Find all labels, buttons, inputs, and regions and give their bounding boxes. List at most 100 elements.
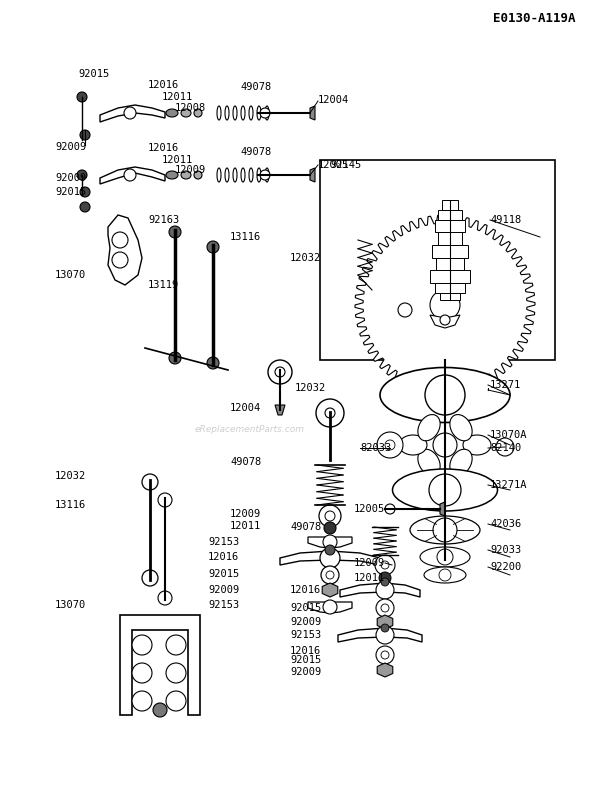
- Polygon shape: [435, 283, 465, 293]
- Text: 92015: 92015: [290, 655, 321, 665]
- Ellipse shape: [225, 168, 229, 182]
- Text: 12009: 12009: [354, 558, 385, 568]
- Text: 12009: 12009: [230, 509, 261, 519]
- Polygon shape: [442, 200, 458, 210]
- Circle shape: [80, 130, 90, 140]
- Circle shape: [260, 108, 270, 118]
- Ellipse shape: [450, 449, 472, 475]
- Text: 49078: 49078: [290, 522, 321, 532]
- Polygon shape: [338, 628, 422, 642]
- Text: 82140: 82140: [490, 443, 521, 453]
- Text: 12004: 12004: [318, 95, 349, 105]
- Text: 92033: 92033: [490, 545, 521, 555]
- Ellipse shape: [249, 168, 253, 182]
- Text: 12011: 12011: [162, 92, 194, 102]
- Polygon shape: [435, 220, 465, 232]
- Circle shape: [320, 548, 340, 568]
- Text: 92015: 92015: [208, 569, 240, 579]
- Text: 49078: 49078: [240, 82, 271, 92]
- Circle shape: [77, 92, 87, 102]
- Circle shape: [80, 187, 90, 197]
- Ellipse shape: [233, 106, 237, 120]
- Circle shape: [169, 352, 181, 364]
- Polygon shape: [275, 405, 285, 415]
- Circle shape: [77, 170, 87, 180]
- Ellipse shape: [241, 106, 245, 120]
- Circle shape: [153, 703, 167, 717]
- Circle shape: [166, 663, 186, 683]
- Ellipse shape: [450, 415, 472, 441]
- Text: 12011: 12011: [354, 573, 385, 583]
- Circle shape: [385, 504, 395, 514]
- Circle shape: [124, 169, 136, 181]
- Text: 13070: 13070: [55, 270, 86, 280]
- Ellipse shape: [166, 109, 178, 117]
- Circle shape: [260, 170, 270, 180]
- Polygon shape: [100, 167, 165, 184]
- Text: 12011: 12011: [162, 155, 194, 165]
- Text: 13070: 13070: [55, 600, 86, 610]
- Text: 12016: 12016: [148, 143, 179, 153]
- Ellipse shape: [225, 106, 229, 120]
- Circle shape: [430, 290, 460, 320]
- Text: 92153: 92153: [290, 630, 321, 640]
- Text: 12009: 12009: [175, 165, 206, 175]
- Circle shape: [326, 571, 334, 579]
- Ellipse shape: [424, 567, 466, 583]
- Ellipse shape: [233, 168, 237, 182]
- Text: 49078: 49078: [240, 147, 271, 157]
- Text: 13116: 13116: [230, 232, 261, 242]
- Text: 12005: 12005: [318, 160, 349, 170]
- Circle shape: [324, 522, 336, 534]
- Polygon shape: [108, 215, 142, 285]
- Polygon shape: [430, 315, 460, 328]
- Circle shape: [377, 432, 403, 458]
- Circle shape: [166, 635, 186, 655]
- Circle shape: [323, 535, 337, 549]
- Text: 13119: 13119: [148, 280, 179, 290]
- Text: 12032: 12032: [55, 471, 86, 481]
- Ellipse shape: [265, 106, 269, 120]
- Circle shape: [381, 624, 389, 632]
- Circle shape: [429, 474, 461, 506]
- Circle shape: [381, 604, 389, 612]
- Ellipse shape: [217, 168, 221, 182]
- Text: 13271A: 13271A: [490, 480, 527, 490]
- Circle shape: [381, 578, 389, 586]
- Polygon shape: [310, 106, 315, 120]
- Circle shape: [275, 367, 285, 377]
- Text: 92015: 92015: [78, 69, 109, 79]
- Text: 92015: 92015: [55, 187, 86, 197]
- Circle shape: [325, 511, 335, 521]
- Text: 12016: 12016: [290, 646, 321, 656]
- Ellipse shape: [181, 171, 191, 179]
- Circle shape: [439, 569, 451, 581]
- Text: 12032: 12032: [295, 383, 326, 393]
- Circle shape: [166, 691, 186, 711]
- Text: 92145: 92145: [330, 160, 361, 170]
- Circle shape: [142, 570, 158, 586]
- Polygon shape: [377, 663, 393, 677]
- Polygon shape: [440, 502, 445, 516]
- Circle shape: [316, 399, 344, 427]
- Circle shape: [385, 440, 395, 450]
- Circle shape: [80, 202, 90, 212]
- Circle shape: [158, 493, 172, 507]
- Text: 92153: 92153: [208, 600, 240, 610]
- Circle shape: [379, 572, 391, 584]
- Polygon shape: [438, 232, 462, 245]
- Text: 92163: 92163: [148, 215, 179, 225]
- Circle shape: [268, 360, 292, 384]
- Circle shape: [132, 635, 152, 655]
- Text: 12016: 12016: [148, 80, 179, 90]
- Text: 92015: 92015: [290, 603, 321, 613]
- Text: 92009: 92009: [55, 173, 86, 183]
- Circle shape: [375, 555, 395, 575]
- Circle shape: [323, 600, 337, 614]
- Ellipse shape: [257, 168, 261, 182]
- Text: 92153: 92153: [208, 537, 240, 547]
- Text: 13271: 13271: [490, 380, 521, 390]
- Text: 13070A: 13070A: [490, 430, 527, 440]
- Polygon shape: [432, 245, 468, 258]
- Ellipse shape: [410, 516, 480, 544]
